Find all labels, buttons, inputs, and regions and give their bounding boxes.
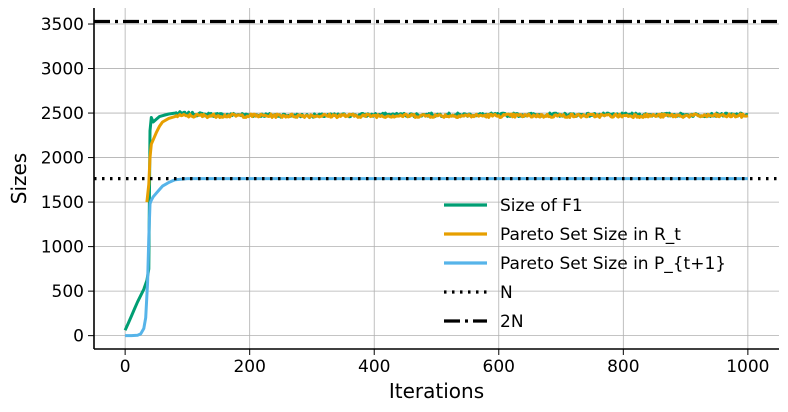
- series-layer: [94, 19, 779, 338]
- legend-label-2: Pareto Set Size in P_{t+1}: [500, 254, 726, 274]
- x-tick-label: 400: [358, 357, 390, 377]
- legend: Size of F1 Pareto Set Size in R_t Pareto S…: [444, 196, 726, 332]
- y-tick-label: 0: [73, 327, 84, 347]
- y-tick-label: 3500: [41, 15, 84, 35]
- y-axis-label: Sizes: [7, 153, 31, 204]
- y-tick-label: 3000: [41, 60, 84, 80]
- legend-label-3: N: [500, 283, 513, 303]
- y-tick-label: 1500: [41, 193, 84, 213]
- x-tick-label: 0: [120, 357, 131, 377]
- y-tick-label: 2500: [41, 104, 84, 124]
- x-tick-label: 1000: [726, 357, 769, 377]
- legend-label-4: 2N: [500, 312, 524, 332]
- ticks: 0 200 400 600 800 1000 0 500 1000 1500 2000 2500 300…: [41, 15, 770, 377]
- series-line-1: [145, 112, 749, 203]
- y-tick-label: 1000: [41, 238, 84, 258]
- x-axis-label: Iterations: [389, 379, 484, 403]
- y-tick-label: 2000: [41, 149, 84, 169]
- legend-label-0: Size of F1: [500, 196, 583, 216]
- x-tick-label: 200: [233, 357, 265, 377]
- x-tick-label: 800: [607, 357, 639, 377]
- legend-label-1: Pareto Set Size in R_t: [500, 225, 681, 245]
- y-tick-label: 500: [52, 282, 84, 302]
- axes: [93, 8, 779, 350]
- series-line-0: [123, 110, 749, 331]
- x-tick-label: 600: [483, 357, 515, 377]
